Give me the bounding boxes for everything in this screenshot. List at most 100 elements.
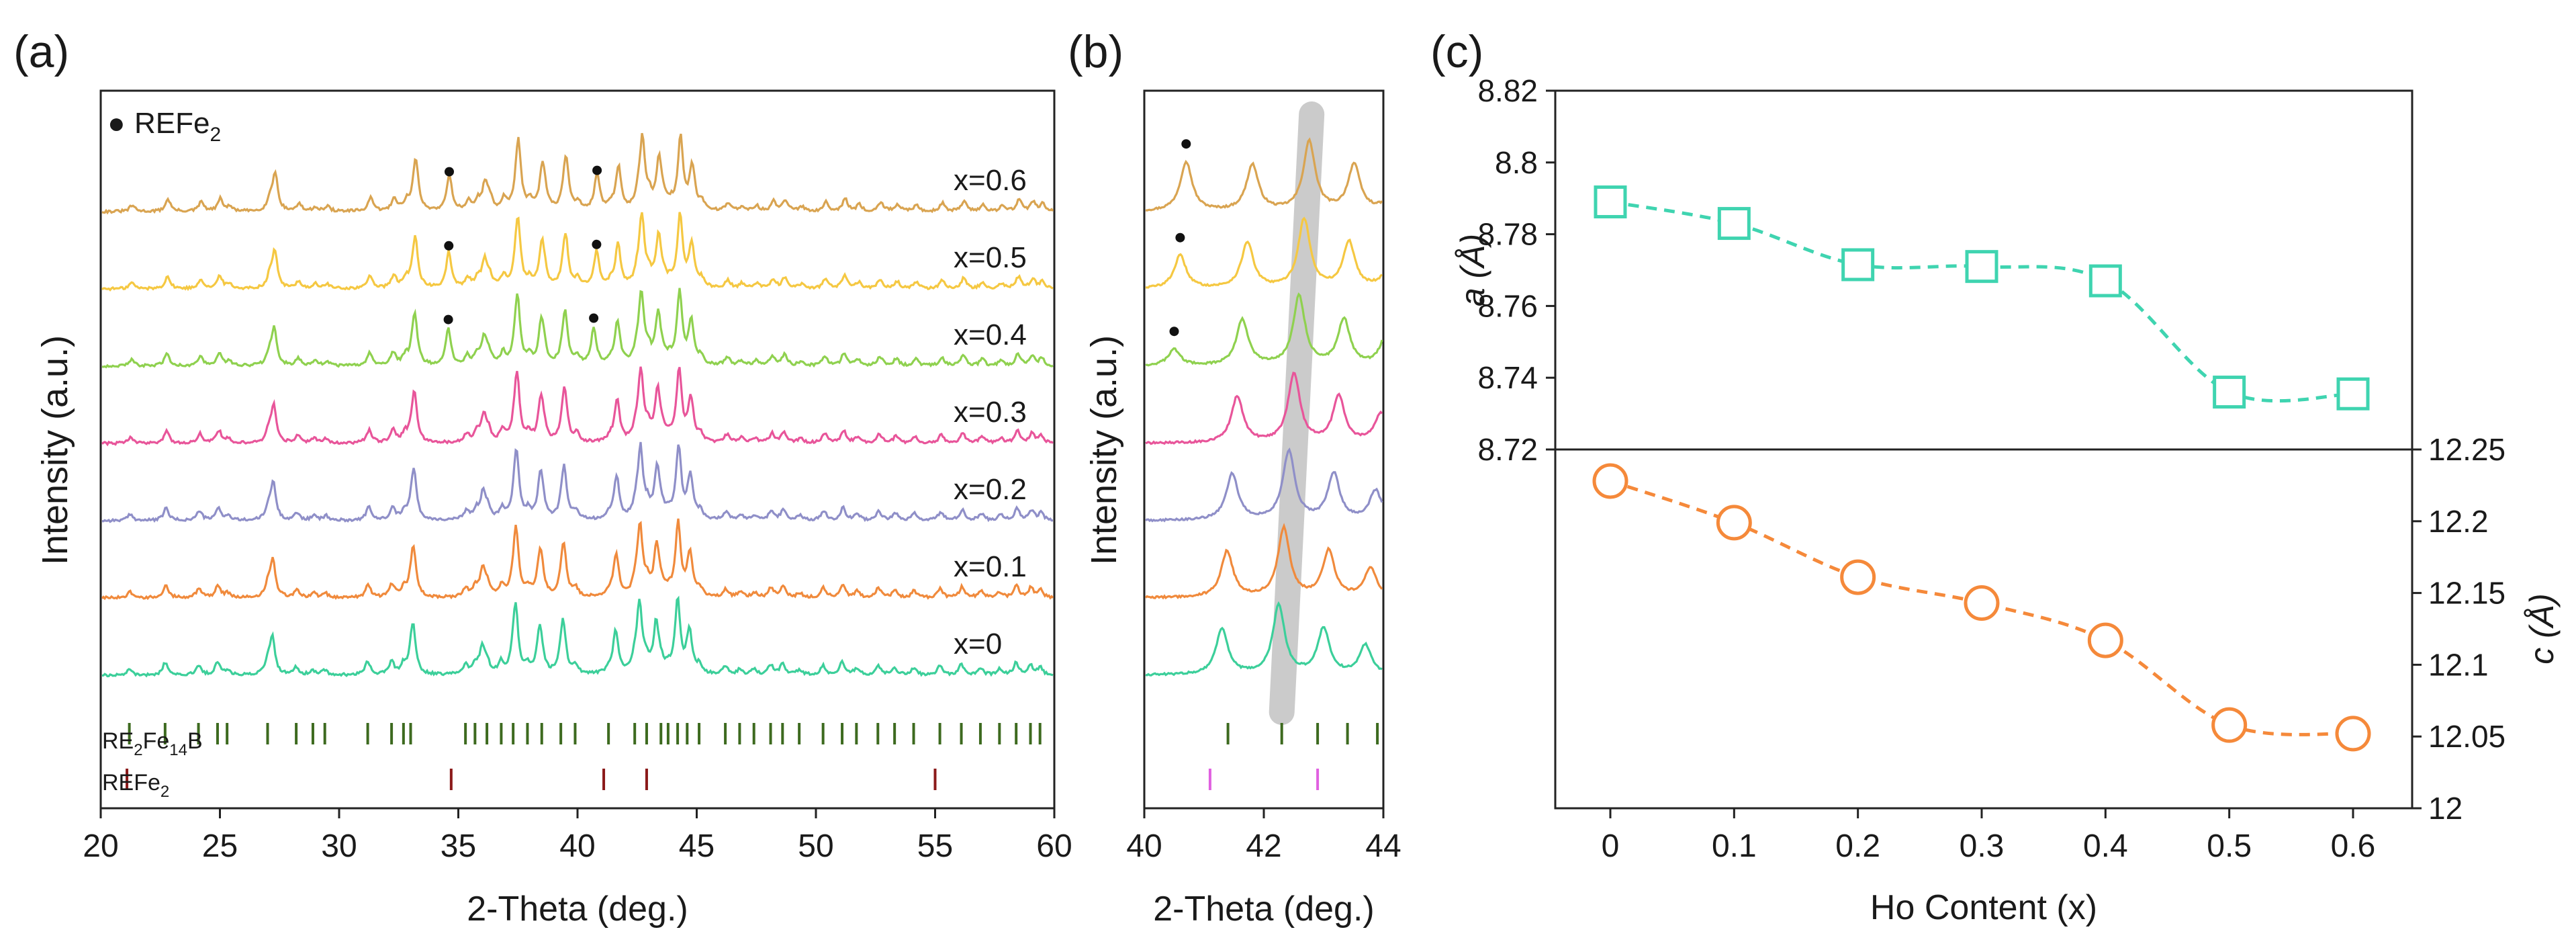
- x-tick-label: 0.3: [1960, 828, 2005, 864]
- panel-c: 8.72 8.74 8.76 8.78 8.8 8.82 12 12.05 12.1 12.15…: [1454, 73, 2561, 927]
- panel-b-y-label: Intensity (a.u.): [1084, 335, 1124, 565]
- refe2-marker: [592, 165, 602, 175]
- lattice-c-point: [2335, 716, 2371, 752]
- lattice-c-point: [1716, 505, 1752, 541]
- panel-a-y-label: Intensity (a.u.): [35, 335, 75, 565]
- xrd-zoom-curve-x=0.5: [1145, 216, 1383, 289]
- panel-a-x-ticks: 20 25 30 35 40 45 50 55 60: [83, 808, 1072, 864]
- panel-b-reference-ticks: [1208, 723, 1379, 790]
- y-tick-label: 12.05: [2428, 719, 2505, 754]
- lattice-a-point: [1841, 248, 1875, 282]
- lattice-a-point: [2213, 376, 2246, 409]
- refe2-marker: [592, 239, 602, 249]
- lattice-a-point: [2336, 377, 2370, 411]
- panel-a-reference-ticks: [126, 723, 1042, 790]
- panel-a-refe2-markers: [443, 165, 602, 325]
- lattice-a-point: [1965, 250, 1998, 284]
- x-tick-label: 55: [917, 828, 953, 864]
- x-tick-label: 0.1: [1712, 828, 1757, 864]
- x-tick-label: 35: [441, 828, 476, 864]
- panel-c-top-y-ticks: 8.72 8.74 8.76 8.78 8.8 8.82: [1477, 73, 1555, 467]
- series-label-x=0.2: x=0.2: [954, 473, 1027, 506]
- x-tick-label: 50: [798, 828, 833, 864]
- xrd-curve-x=0: [101, 595, 1054, 678]
- lattice-a-point: [1594, 185, 1627, 219]
- xrd-curve-x=0.1: [101, 518, 1054, 601]
- xrd-zoom-curve-x=0.4: [1145, 292, 1383, 367]
- x-tick-label: 42: [1246, 828, 1281, 864]
- ref-label-refe2: REFe2: [102, 770, 169, 801]
- panel-c-bottom-y-label: c (Å): [2523, 593, 2561, 664]
- panel-b-x-label: 2-Theta (deg.): [1153, 890, 1375, 929]
- y-tick-label: 12.1: [2428, 647, 2489, 682]
- series-label-x=0.3: x=0.3: [954, 396, 1027, 429]
- ref-label-re2fe14b: RE2Fe14B: [102, 728, 203, 759]
- x-tick-label: 30: [321, 828, 357, 864]
- lattice-c-point: [2087, 622, 2123, 658]
- refe2-marker: [444, 241, 454, 251]
- y-tick-label: 8.78: [1477, 217, 1538, 252]
- legend-label: REFe2: [134, 107, 221, 146]
- series-label-x=0.4: x=0.4: [954, 318, 1027, 351]
- xrd-zoom-curve-x=0.2: [1145, 447, 1383, 523]
- y-tick-label: 12.15: [2428, 576, 2505, 611]
- panel-label-b: (b): [1068, 26, 1123, 77]
- panel-c-bottom-y-ticks: 12 12.05 12.1 12.15 12.2 12.25: [2412, 432, 2505, 826]
- xrd-curve-x=0.3: [101, 366, 1054, 447]
- panel-a-series-labels: x=0.6 x=0.5 x=0.4 x=0.3 x=0.2 x=0.1 x=0: [954, 164, 1027, 660]
- panel-a-curves: [101, 132, 1054, 678]
- x-tick-label: 0.5: [2207, 828, 2252, 864]
- xrd-curve-x=0.2: [101, 441, 1053, 523]
- lattice-c-point: [2211, 707, 2248, 743]
- y-tick-label: 12: [2428, 791, 2463, 826]
- lattice-c-point: [1840, 559, 1876, 595]
- y-tick-label: 8.74: [1477, 360, 1538, 395]
- panel-c-x-ticks: 0 0.1 0.2 0.3 0.4 0.5 0.6: [1602, 808, 2376, 864]
- panel-label-c: (c): [1430, 26, 1483, 77]
- refe2-marker: [1181, 139, 1191, 149]
- y-tick-label: 12.25: [2428, 432, 2505, 467]
- xrd-zoom-curve-x=0.3: [1145, 372, 1383, 445]
- y-tick-label: 12.2: [2428, 504, 2489, 539]
- y-tick-label: 8.82: [1477, 73, 1538, 108]
- y-tick-label: 8.8: [1495, 145, 1538, 180]
- xrd-zoom-curve-x=0: [1145, 601, 1383, 677]
- x-tick-label: 44: [1365, 828, 1401, 864]
- xrd-zoom-curve-x=0.6: [1145, 137, 1383, 212]
- panel-c-bottom-frame: [1554, 448, 2413, 810]
- x-tick-label: 0.6: [2331, 828, 2376, 864]
- xrd-curve-x=0.5: [101, 212, 1054, 292]
- panel-a-x-label: 2-Theta (deg.): [467, 890, 688, 929]
- panel-label-a: (a): [13, 26, 69, 77]
- refe2-marker: [1169, 327, 1179, 337]
- panel-b-curves: [1144, 137, 1383, 677]
- panel-c-bottom-points: [1592, 463, 2371, 752]
- x-tick-label: 40: [1126, 828, 1162, 864]
- x-tick-label: 0: [1602, 828, 1620, 864]
- xrd-curve-x=0.6: [101, 132, 1054, 215]
- x-tick-label: 20: [83, 828, 118, 864]
- panel-b-highlight-band: [1269, 101, 1325, 725]
- panel-b-refe2-markers: [1169, 139, 1191, 337]
- panel-c-top-y-label: a (Å): [1454, 234, 1491, 306]
- series-label-x=0.1: x=0.1: [954, 550, 1027, 583]
- x-tick-label: 40: [559, 828, 595, 864]
- x-tick-label: 25: [202, 828, 238, 864]
- x-tick-label: 0.4: [2083, 828, 2128, 864]
- series-label-x=0.6: x=0.6: [954, 164, 1027, 197]
- x-tick-label: 60: [1036, 828, 1072, 864]
- series-label-x=0.5: x=0.5: [954, 241, 1027, 274]
- panel-b: 40 42 44 2-Theta (deg.) Intensity (a.u.): [1084, 101, 1401, 929]
- lattice-a-point: [2088, 264, 2122, 298]
- lattice-a-point: [1717, 207, 1751, 241]
- y-tick-label: 8.76: [1477, 288, 1538, 323]
- refe2-marker: [589, 313, 599, 323]
- refe2-marker: [1175, 232, 1185, 243]
- refe2-marker: [445, 167, 454, 177]
- refe2-marker: [443, 314, 453, 325]
- x-tick-label: 45: [679, 828, 715, 864]
- panel-a: x=0.6 x=0.5 x=0.4 x=0.3 x=0.2 x=0.1 x=0 20 25 30…: [35, 107, 1072, 929]
- xrd-zoom-curve-x=0.1: [1144, 523, 1383, 600]
- x-tick-label: 0.2: [1835, 828, 1880, 864]
